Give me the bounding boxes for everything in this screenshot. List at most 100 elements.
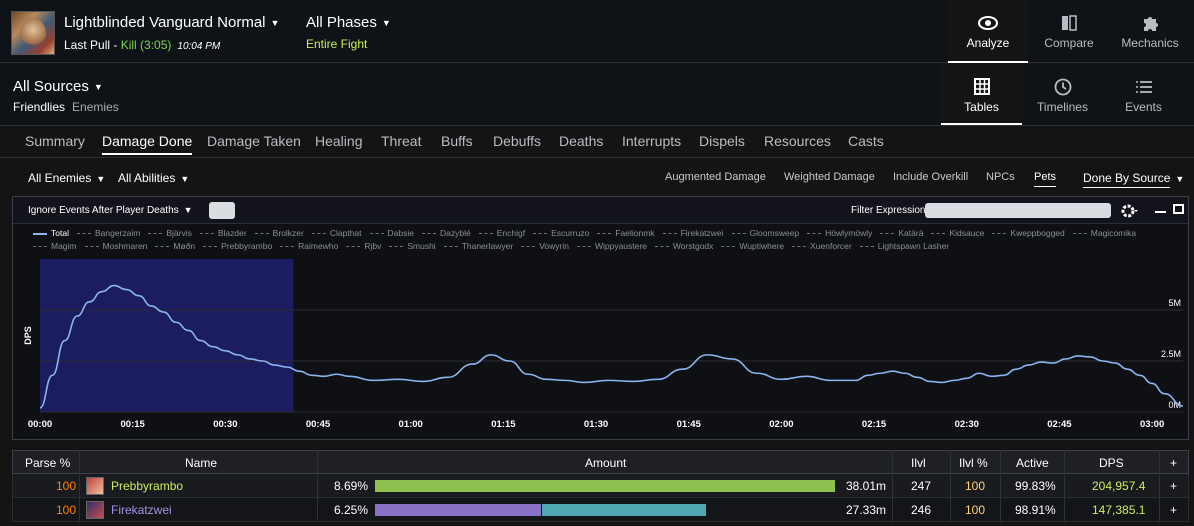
legend-item[interactable]: Raimewho — [280, 240, 338, 253]
selection-range[interactable] — [40, 259, 294, 412]
legend-item[interactable]: Kidsauce — [931, 227, 984, 240]
tab-threat[interactable]: Threat — [381, 133, 422, 149]
player-name[interactable]: Prebbyrambo — [111, 479, 184, 493]
legend-item[interactable]: Lightspawn Lasher — [859, 240, 949, 253]
legend-label: Moshmaren — [102, 241, 148, 251]
tab-debuffs[interactable]: Debuffs — [493, 133, 541, 149]
legend-item[interactable]: Bangerzaim — [76, 227, 140, 240]
legend-item[interactable]: Smushi — [389, 240, 436, 253]
option-augmented-damage[interactable]: Augmented Damage — [665, 171, 766, 183]
top-header: Lightblinded Vanguard Normal ▼ Last Pull … — [0, 0, 1194, 63]
option-npcs[interactable]: NPCs — [986, 171, 1015, 183]
tab-summary[interactable]: Summary — [25, 133, 85, 149]
view-tables[interactable]: Tables — [941, 64, 1022, 125]
option-pets[interactable]: Pets — [1034, 171, 1057, 187]
legend-item[interactable]: Firekatzwei — [662, 227, 724, 240]
legend-item[interactable]: Kweppbogged — [992, 227, 1065, 240]
view-tables-label: Tables — [964, 100, 999, 114]
tab-enemies[interactable]: Enemies — [72, 100, 119, 114]
header-name[interactable]: Name — [185, 456, 218, 470]
table-row[interactable]: 100 Prebbyrambo 8.69% 38.01m 247 100 99.83% 204… — [12, 474, 1189, 498]
legend-item[interactable]: Brolkzer — [254, 227, 304, 240]
tab-dispels[interactable]: Dispels — [699, 133, 745, 149]
option-weighted-damage[interactable]: Weighted Damage — [784, 171, 875, 183]
minimize-icon[interactable] — [1155, 211, 1166, 213]
chevron-down-icon: ▼ — [270, 18, 280, 29]
legend-item[interactable]: Faelionmk — [597, 227, 655, 240]
legend-item[interactable]: Wippyaustere — [576, 240, 647, 253]
row-add-button[interactable]: + — [1170, 503, 1178, 517]
source-selector[interactable]: All Sources ▼ — [13, 78, 103, 95]
header-dps[interactable]: DPS — [1099, 456, 1124, 470]
legend-item[interactable]: Enchigf — [478, 227, 525, 240]
legend-item[interactable]: Escurruzo — [533, 227, 589, 240]
grid-icon — [973, 78, 990, 95]
row-add-button[interactable]: + — [1170, 479, 1178, 493]
pull-time: 10:04 PM — [177, 41, 221, 52]
dps-chart[interactable]: 0M 2.5M 5M DPS 00:00 00:15 00:30 00:45 01:00 01:1… — [13, 197, 1188, 439]
abilities-dropdown[interactable]: All Abilities ▼ — [118, 171, 189, 185]
gear-icon[interactable] — [1120, 202, 1138, 220]
legend-item[interactable]: Worstgodx — [654, 240, 713, 253]
legend-item[interactable]: Vowyrin — [521, 240, 569, 253]
amount-percent: 6.25% — [334, 503, 369, 517]
legend-item[interactable]: Blazder — [199, 227, 247, 240]
legend-item[interactable]: Magicomika — [1072, 227, 1136, 240]
view-timelines[interactable]: Timelines — [1022, 64, 1103, 125]
phase-selector[interactable]: All Phases ▼ — [306, 14, 391, 31]
header-active[interactable]: Active — [1016, 456, 1049, 470]
filter-expression-input[interactable] — [925, 203, 1111, 218]
table-row[interactable]: 100 Firekatzwei 6.25% 27.33m 246 100 98.91% 147… — [12, 498, 1189, 522]
enemies-dropdown[interactable]: All Enemies ▼ — [28, 171, 105, 185]
legend-item[interactable]: Moshmaren — [84, 240, 148, 253]
series-line-total[interactable] — [39, 284, 1184, 409]
column-divider — [892, 450, 893, 522]
header-parse[interactable]: Parse % — [25, 456, 71, 470]
option-include-overkill[interactable]: Include Overkill — [893, 171, 969, 183]
encounter-selector[interactable]: Lightblinded Vanguard Normal ▼ — [64, 14, 279, 31]
legend-item[interactable]: Rjbv — [346, 240, 381, 253]
legend-item[interactable]: Xuenforcer — [792, 240, 852, 253]
nav-analyze[interactable]: Analyze — [948, 0, 1028, 63]
player-name[interactable]: Firekatzwei — [111, 503, 172, 517]
tab-resources[interactable]: Resources — [764, 133, 831, 149]
tab-interrupts[interactable]: Interrupts — [622, 133, 682, 149]
maximize-icon[interactable] — [1173, 204, 1184, 214]
legend-item[interactable]: Katärä — [880, 227, 923, 240]
tab-friendlies[interactable]: Friendlies — [13, 100, 66, 114]
legend-item[interactable]: Wuptiwhere — [721, 240, 784, 253]
ignore-deaths-dropdown[interactable]: Ignore Events After Player Deaths ▼ — [28, 205, 193, 216]
legend-item[interactable]: Clapthat — [311, 227, 362, 240]
header-ilvl[interactable]: Ilvl — [911, 456, 926, 470]
done-by-dropdown[interactable]: Done By Source ▼ — [1083, 171, 1184, 188]
legend-swatch — [931, 233, 946, 235]
tab-buffs[interactable]: Buffs — [441, 133, 473, 149]
nav-analyze-label: Analyze — [966, 36, 1010, 50]
legend-item[interactable]: Total — [33, 227, 69, 240]
header-add-column[interactable]: + — [1170, 456, 1178, 470]
legend-item[interactable]: Dazyblé — [422, 227, 471, 240]
legend-item[interactable]: Dabsie — [369, 227, 414, 240]
tab-damage-done[interactable]: Damage Done — [102, 133, 193, 155]
legend-item[interactable]: Gloomsweep — [731, 227, 799, 240]
legend-label: Vowyrin — [539, 241, 569, 251]
legend-item[interactable]: Magim — [33, 240, 77, 253]
tab-healing[interactable]: Healing — [315, 133, 363, 149]
ignore-toggle[interactable] — [209, 202, 235, 219]
legend-item[interactable]: Bjärvis — [148, 227, 192, 240]
legend-item[interactable]: Höwlymöwly — [807, 227, 872, 240]
phase-subtitle[interactable]: Entire Fight — [306, 37, 368, 51]
tab-deaths[interactable]: Deaths — [559, 133, 604, 149]
view-events[interactable]: Events — [1103, 64, 1184, 125]
legend-label: Wippyaustere — [594, 241, 647, 251]
nav-mechanics[interactable]: Mechanics — [1110, 0, 1190, 63]
legend-label: Kweppbogged — [1010, 228, 1065, 238]
header-amount[interactable]: Amount — [585, 456, 627, 470]
header-ilvl-pct[interactable]: Ilvl % — [959, 456, 988, 470]
tab-casts[interactable]: Casts — [848, 133, 884, 149]
tab-damage-taken[interactable]: Damage Taken — [207, 133, 301, 149]
legend-item[interactable]: Prebbyrambo — [203, 240, 272, 253]
legend-item[interactable]: Møðn — [155, 240, 195, 253]
legend-item[interactable]: Thanerlawyer — [443, 240, 513, 253]
nav-compare[interactable]: Compare — [1029, 0, 1109, 63]
